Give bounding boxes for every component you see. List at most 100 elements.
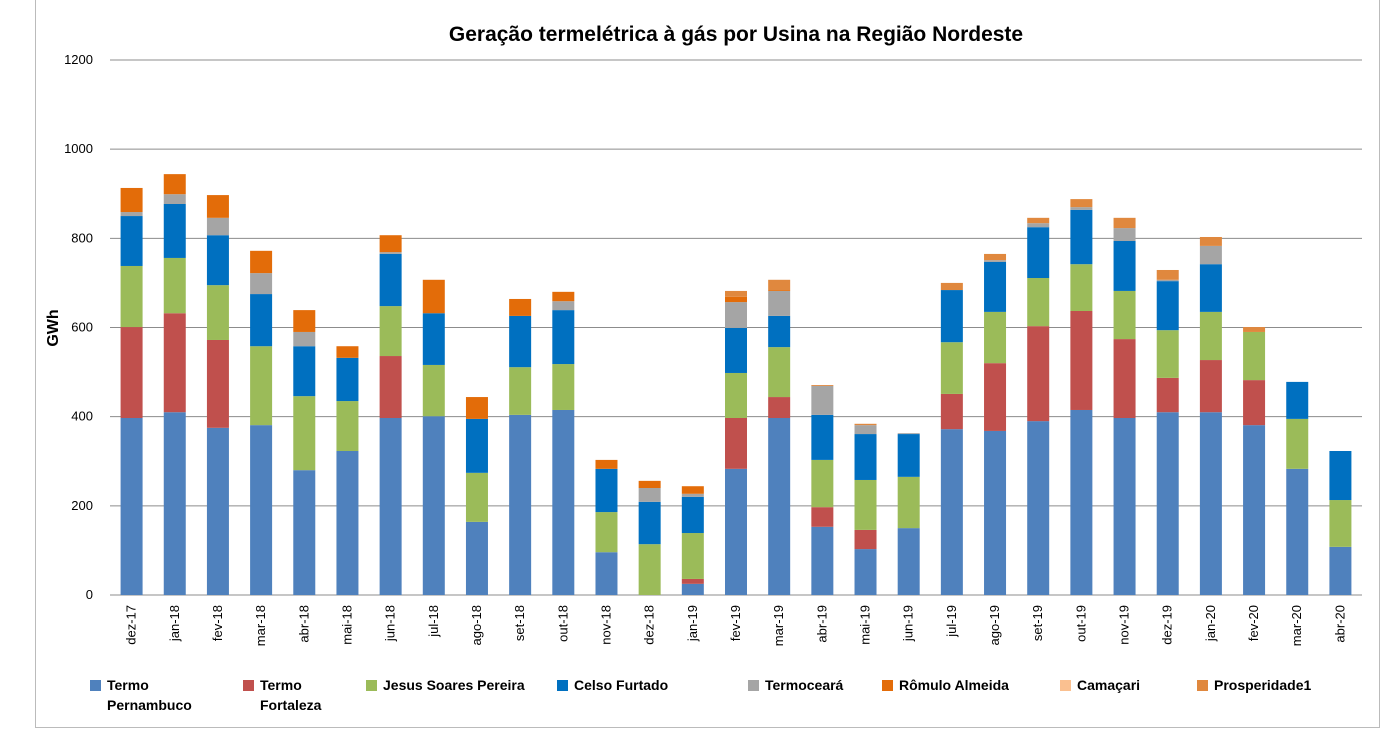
bar-segment xyxy=(163,204,186,258)
bar-segment xyxy=(1199,245,1222,265)
bar-segment xyxy=(681,486,704,494)
x-tick-label: set-19 xyxy=(1030,605,1045,641)
bar-segment xyxy=(422,416,445,595)
bar-segment xyxy=(897,434,920,477)
bar-segment xyxy=(897,528,920,595)
legend-swatch xyxy=(748,680,759,691)
bar-segment xyxy=(336,357,359,402)
bar-segment xyxy=(1070,209,1093,265)
bar-segment xyxy=(854,423,877,426)
bar-segment xyxy=(725,302,747,328)
bar-segment xyxy=(811,459,834,508)
bar-segment xyxy=(1113,418,1136,595)
bar-segment xyxy=(1329,546,1352,595)
x-tick-label: mar-19 xyxy=(771,605,786,646)
bar-segment xyxy=(422,364,445,417)
legend-label: Termo Fortaleza xyxy=(260,677,322,713)
legend-swatch xyxy=(1197,680,1208,691)
bar-segment xyxy=(811,385,834,415)
bar-segment xyxy=(465,472,488,522)
bar-segment xyxy=(1286,468,1309,595)
x-tick-label: fev-20 xyxy=(1246,605,1261,641)
bar-segment xyxy=(163,174,186,195)
bar-segment xyxy=(1199,264,1222,312)
x-tick-label: dez-18 xyxy=(642,605,657,645)
bar-segment xyxy=(1070,199,1093,208)
bar-segment xyxy=(1286,418,1309,469)
x-tick-label: out-18 xyxy=(555,605,570,642)
legend-label: Prosperidade1 xyxy=(1214,677,1312,693)
bar-segment xyxy=(897,433,920,435)
y-tick-label: 1200 xyxy=(64,52,93,67)
bar-segment xyxy=(1199,360,1222,413)
bar-segment xyxy=(552,291,575,302)
bar-segment xyxy=(293,310,316,332)
x-tick-label: jan-19 xyxy=(685,605,700,642)
bar-segment xyxy=(1199,412,1222,595)
bar-segment xyxy=(595,552,618,595)
bar-segment xyxy=(1113,290,1136,340)
x-tick-label: ago-19 xyxy=(987,605,1002,645)
x-tick-label: abr-20 xyxy=(1332,605,1347,643)
legend-swatch xyxy=(1060,680,1071,691)
bar-segment xyxy=(465,397,488,419)
bar-segment xyxy=(1199,311,1222,361)
bar-segment xyxy=(1070,409,1093,595)
bar-segment xyxy=(1027,421,1050,595)
bar-segment xyxy=(1027,278,1050,327)
bar-segment xyxy=(897,476,920,529)
bar-segment xyxy=(854,529,877,550)
y-axis-label: GWh xyxy=(45,309,62,346)
bar-segment xyxy=(120,418,143,595)
bar-segment xyxy=(681,583,704,595)
bar-segment xyxy=(595,468,618,513)
bar-segment xyxy=(854,434,877,480)
bar-segment xyxy=(1243,425,1266,595)
bar-segment xyxy=(206,339,229,428)
bar-segment xyxy=(250,250,273,274)
x-tick-label: jan-18 xyxy=(167,605,182,642)
bar-segment xyxy=(422,313,445,365)
bar-segment xyxy=(293,346,316,397)
bar-segment xyxy=(120,265,143,328)
bar-segment xyxy=(768,279,791,291)
bar-segment xyxy=(1113,228,1136,242)
bar-segment xyxy=(940,429,963,595)
x-tick-label: jul-19 xyxy=(944,605,959,638)
bar-segment xyxy=(811,526,834,595)
bar-segment xyxy=(206,235,229,286)
bar-segment xyxy=(509,367,532,415)
bar-segment xyxy=(1329,500,1352,547)
bar-segment xyxy=(1027,223,1050,228)
bar-segment xyxy=(984,253,1007,261)
x-tick-label: set-18 xyxy=(512,605,527,641)
bar-segment xyxy=(1070,207,1093,210)
bar-segment xyxy=(163,194,186,205)
bar-segment xyxy=(984,311,1007,364)
bar-segment xyxy=(681,578,704,584)
bar-segment xyxy=(984,430,1007,595)
bar-segment xyxy=(379,356,402,419)
bar-segment xyxy=(250,346,273,426)
legend-label: Termo Pernambuco xyxy=(107,677,192,713)
bar-segment xyxy=(1156,377,1179,413)
x-tick-label: abr-19 xyxy=(814,605,829,643)
bar-segment xyxy=(465,521,488,595)
bar-segment xyxy=(595,459,618,469)
x-tick-label: dez-17 xyxy=(124,605,139,645)
bar-segment xyxy=(725,418,747,469)
bar-segment xyxy=(509,414,532,595)
bar-segment xyxy=(1243,380,1266,426)
bar-segment xyxy=(293,470,316,595)
bar-segment xyxy=(1156,279,1179,282)
bar-segment xyxy=(1070,264,1093,312)
bar-segment xyxy=(1243,327,1266,332)
bar-segment xyxy=(465,418,488,473)
bar-segment xyxy=(336,401,359,451)
legend-label: Jesus Soares Pereira xyxy=(383,677,525,693)
x-tick-label: nov-19 xyxy=(1117,605,1132,645)
bar-segment xyxy=(768,290,791,291)
bar-segment xyxy=(768,397,791,419)
x-tick-label: mai-18 xyxy=(339,605,354,645)
